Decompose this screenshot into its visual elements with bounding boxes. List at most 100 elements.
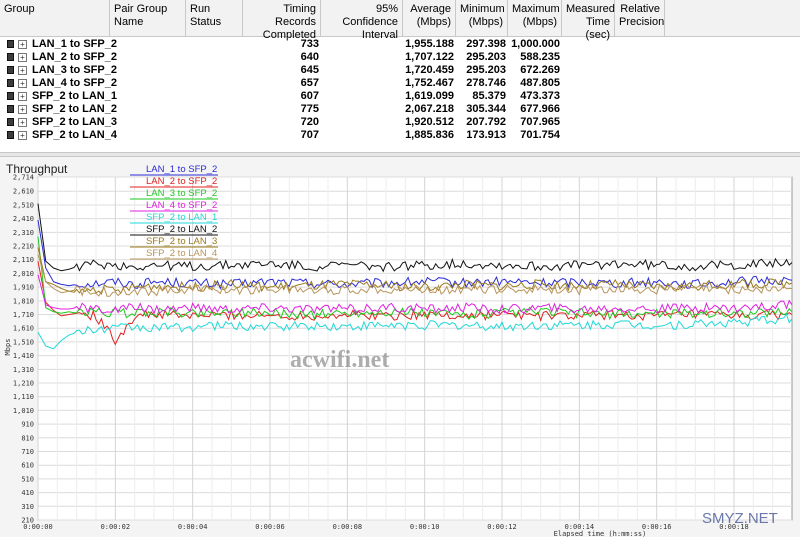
timing-records-value: 733 (300, 38, 319, 50)
series-line (37, 313, 793, 350)
expand-icon[interactable]: + (18, 53, 27, 62)
table-row[interactable]: + SFP_2 to LAN_2 775 2,067.218 305.344 677.96… (0, 103, 800, 116)
table-row[interactable]: + LAN_3 to SFP_2 645 1,720.459 295.203 672.26… (0, 64, 800, 77)
timing-records-value: 640 (300, 51, 319, 63)
timing-records-value: 657 (300, 77, 319, 89)
maximum-value: 473.373 (520, 90, 560, 102)
expand-icon[interactable]: + (18, 79, 27, 88)
col-relative-precision[interactable]: Relative Precision (615, 0, 665, 36)
y-tick-label: 1,510 (13, 338, 34, 346)
chart-svg: 2,714 2,610 2,510 2,410 2,310 2,210 2,110 2,010… (4, 164, 793, 537)
table-row[interactable]: + SFP_2 to LAN_3 720 1,920.512 207.792 707.96… (0, 116, 800, 129)
table-row[interactable]: + LAN_2 to SFP_2 640 1,707.122 295.203 588.23… (0, 51, 800, 64)
y-tick-label: 2,410 (13, 215, 34, 223)
pair-icon (7, 131, 14, 139)
x-tick-label: 0:00:16 (642, 523, 672, 531)
y-tick-label: 1,310 (13, 366, 34, 374)
average-value: 1,720.459 (405, 64, 454, 76)
legend-label: SFP_2 to LAN_2 (146, 224, 217, 235)
pair-name: SFP_2 to LAN_4 (32, 129, 117, 141)
legend-label: LAN_3 to SFP_2 (146, 188, 217, 199)
y-tick-label: 1,410 (13, 352, 34, 360)
average-value: 1,619.099 (405, 90, 454, 102)
y-tick-label: 1,210 (13, 380, 34, 388)
table-row[interactable]: + SFP_2 to LAN_4 707 1,885.836 173.913 701.75… (0, 129, 800, 142)
minimum-value: 305.344 (466, 103, 506, 115)
y-tick-label: 2,610 (13, 188, 34, 196)
maximum-value: 588.235 (520, 51, 560, 63)
maximum-value: 1,000.000 (511, 38, 560, 50)
legend-label: SFP_2 to LAN_3 (146, 236, 217, 247)
maximum-value: 701.754 (520, 129, 560, 141)
legend-label: LAN_4 to SFP_2 (146, 200, 217, 211)
table-row[interactable]: + LAN_1 to SFP_2 733 1,955.188 297.398 1,000.… (0, 38, 800, 51)
pair-icon (7, 40, 14, 48)
chart-title: Throughput (6, 162, 68, 176)
throughput-chart: Throughput 2,714 2,610 2,510 2,410 2,310 2,21… (0, 157, 800, 537)
y-tick-label: 910 (21, 421, 34, 429)
pair-name: SFP_2 to LAN_2 (32, 103, 117, 115)
col-average[interactable]: Average (Mbps) (403, 0, 456, 36)
expand-icon[interactable]: + (18, 40, 27, 49)
pair-name: LAN_4 to SFP_2 (32, 77, 117, 89)
x-tick-label: 0:00:06 (255, 523, 285, 531)
legend-label: SFP_2 to LAN_1 (146, 212, 217, 223)
watermark-acwifi: acwifi.net (290, 347, 389, 373)
x-tick-label: 0:00:00 (23, 523, 53, 531)
expand-icon[interactable]: + (18, 118, 27, 127)
y-tick-label: 1,810 (13, 297, 34, 305)
y-tick-label: 2,010 (13, 270, 34, 278)
expand-icon[interactable]: + (18, 105, 27, 114)
expand-icon[interactable]: + (18, 131, 27, 140)
expand-icon[interactable]: + (18, 66, 27, 75)
x-tick-label: 0:00:02 (101, 523, 131, 531)
x-tick-label: 0:00:08 (333, 523, 363, 531)
table-row[interactable]: + LAN_4 to SFP_2 657 1,752.467 278.746 487.80… (0, 77, 800, 90)
results-table: Group Pair Group Name Run Status Timing … (0, 0, 800, 152)
minimum-value: 295.203 (466, 64, 506, 76)
y-tick-label: 2,110 (13, 256, 34, 264)
col-pair-group-name[interactable]: Pair Group Name (110, 0, 186, 36)
col-group[interactable]: Group (0, 0, 110, 36)
pair-icon (7, 66, 14, 74)
series-line (37, 254, 793, 297)
pair-icon (7, 105, 14, 113)
col-run-status[interactable]: Run Status (186, 0, 243, 36)
maximum-value: 672.269 (520, 64, 560, 76)
x-axis-label: Elapsed time (h:mm:ss) (554, 530, 647, 537)
x-tick-label: 0:00:18 (719, 523, 749, 531)
minimum-value: 85.379 (472, 90, 506, 102)
col-maximum[interactable]: Maximum (Mbps) (508, 0, 562, 36)
table-header: Group Pair Group Name Run Status Timing … (0, 0, 800, 41)
splitter-bar[interactable] (0, 152, 800, 157)
y-tick-label: 1,010 (13, 407, 34, 415)
pair-icon (7, 79, 14, 87)
pair-name: SFP_2 to LAN_1 (32, 90, 117, 102)
y-tick-label: 810 (21, 434, 34, 442)
col-minimum[interactable]: Minimum (Mbps) (456, 0, 508, 36)
table-row[interactable]: + SFP_2 to LAN_1 607 1,619.099 85.379 473.373 (0, 90, 800, 103)
y-tick-label: 2,210 (13, 243, 34, 251)
minimum-value: 295.203 (466, 51, 506, 63)
legend-label: LAN_2 to SFP_2 (146, 176, 217, 187)
y-tick-label: 2,310 (13, 229, 34, 237)
y-tick-label: 1,110 (13, 393, 34, 401)
timing-records-value: 645 (300, 64, 319, 76)
series-line (37, 261, 793, 346)
expand-icon[interactable]: + (18, 92, 27, 101)
legend-label: SFP_2 to LAN_4 (146, 248, 217, 259)
pair-name: LAN_1 to SFP_2 (32, 38, 117, 50)
pair-icon (7, 118, 14, 126)
minimum-value: 297.398 (466, 38, 506, 50)
y-tick-label: 610 (21, 462, 34, 470)
average-value: 1,752.467 (405, 77, 454, 89)
col-confidence-interval[interactable]: 95% Confidence Interval (321, 0, 403, 41)
maximum-value: 677.966 (520, 103, 560, 115)
col-measured-time[interactable]: Measured Time (sec) (562, 0, 615, 41)
y-tick-label: 2,510 (13, 201, 34, 209)
y-tick-label: 1,910 (13, 284, 34, 292)
series-line (37, 203, 793, 273)
minimum-value: 207.792 (466, 116, 506, 128)
x-tick-label: 0:00:12 (487, 523, 517, 531)
col-timing-records[interactable]: Timing Records Completed (243, 0, 321, 41)
